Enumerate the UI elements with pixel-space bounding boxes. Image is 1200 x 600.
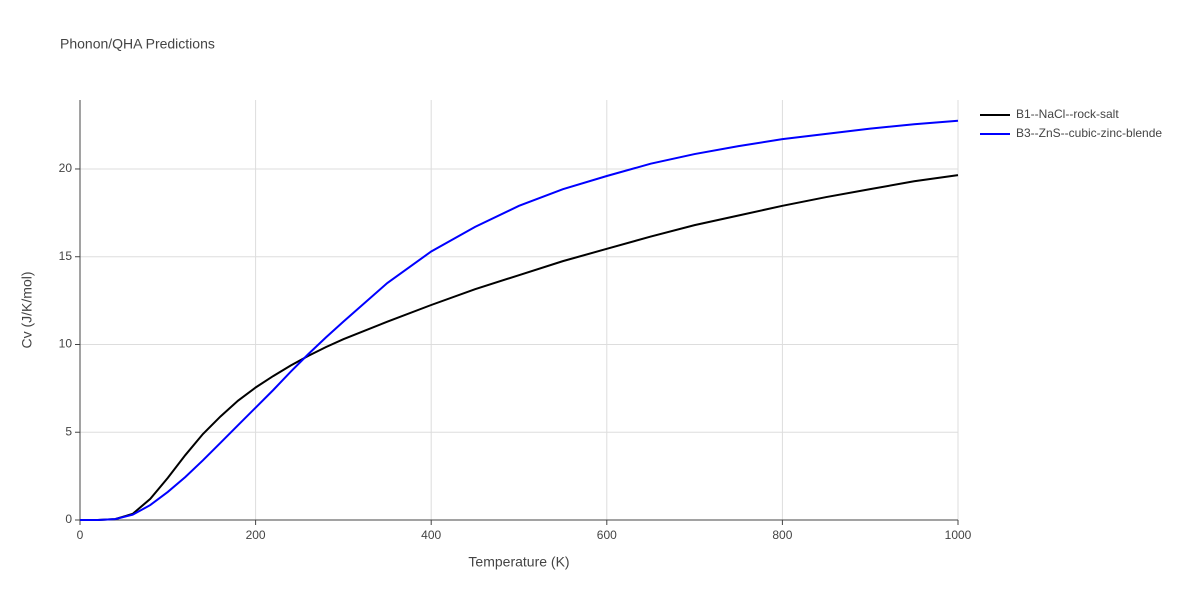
legend-item: B3--ZnS--cubic-zinc-blende [980, 126, 1162, 140]
x-axis-title: Temperature (K) [468, 554, 569, 570]
x-tick-label: 600 [597, 528, 617, 542]
y-tick-label: 10 [59, 337, 73, 351]
x-tick-label: 0 [77, 528, 84, 542]
legend-item: B1--NaCl--rock-salt [980, 107, 1119, 121]
series-line [80, 119, 959, 521]
x-tick-label: 400 [421, 528, 441, 542]
legend-label: B1--NaCl--rock-salt [1016, 107, 1119, 121]
legend-label: B3--ZnS--cubic-zinc-blende [1016, 126, 1162, 140]
x-tick-label: 200 [246, 528, 266, 542]
x-tick-label: 800 [772, 528, 792, 542]
y-tick-label: 0 [65, 512, 72, 526]
y-axis-title: Cv (J/K/mol) [19, 272, 35, 349]
series-line [80, 174, 959, 521]
y-tick-label: 5 [65, 424, 72, 438]
x-tick-label: 1000 [945, 528, 972, 542]
y-tick-label: 20 [59, 161, 73, 175]
chart-title: Phonon/QHA Predictions [60, 36, 215, 52]
y-tick-label: 15 [59, 249, 73, 263]
